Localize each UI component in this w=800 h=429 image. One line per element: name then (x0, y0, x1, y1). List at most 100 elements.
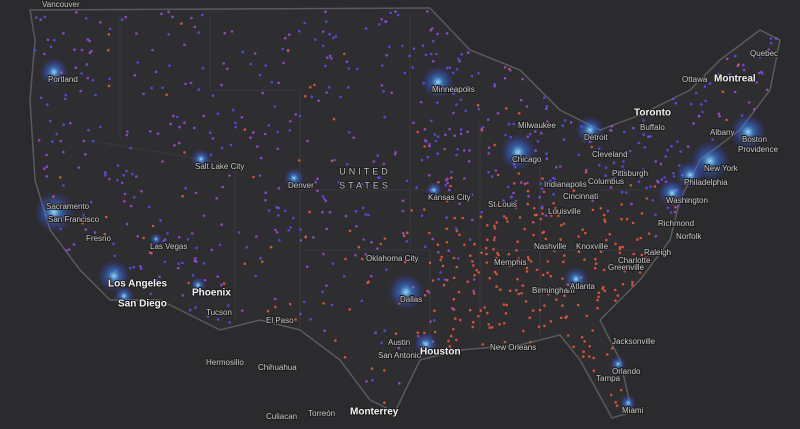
dot (535, 268, 539, 272)
city-label: San Diego (118, 299, 167, 310)
dot (612, 176, 615, 180)
dot (129, 146, 132, 150)
city-label: Ottawa (682, 75, 708, 84)
dot (43, 167, 46, 170)
dot (493, 224, 496, 228)
dot (477, 72, 480, 75)
dot (544, 214, 548, 217)
dot (498, 322, 501, 326)
dot (67, 248, 71, 251)
dot (503, 76, 507, 80)
dot (448, 128, 451, 131)
dot (460, 53, 464, 56)
dot (45, 153, 48, 157)
dot (437, 251, 440, 254)
dot (81, 221, 84, 225)
city-glow (150, 233, 162, 245)
dot (447, 249, 451, 252)
dot (525, 270, 529, 273)
dot (468, 238, 472, 241)
dot (594, 257, 597, 261)
dot (122, 174, 125, 177)
dot (441, 264, 445, 268)
dot (416, 331, 420, 335)
dot (124, 15, 127, 19)
dot (163, 260, 167, 264)
dot (297, 29, 301, 33)
dot (33, 49, 37, 52)
dot (606, 209, 610, 213)
dot (645, 186, 648, 190)
dot (324, 64, 327, 68)
dot (459, 98, 463, 102)
dot (515, 249, 518, 252)
dot (559, 224, 563, 227)
dot (365, 380, 368, 383)
dot (733, 90, 737, 94)
dot (332, 117, 336, 121)
dot (654, 213, 657, 217)
dot (577, 250, 581, 253)
dot (237, 231, 241, 234)
dot (540, 187, 544, 191)
dot (86, 38, 90, 41)
dot (529, 132, 532, 136)
dot (209, 153, 213, 156)
dot (440, 255, 444, 259)
dot (610, 125, 614, 128)
dot (541, 177, 544, 180)
dot (388, 45, 391, 49)
dot (449, 347, 453, 351)
dot (266, 309, 270, 313)
dot (582, 355, 585, 358)
dot (507, 185, 510, 189)
city-glow (284, 168, 304, 188)
dot (133, 73, 137, 77)
dot (215, 196, 218, 200)
dot (455, 229, 459, 233)
dot (181, 294, 185, 297)
dot (444, 133, 447, 137)
dot (508, 289, 512, 293)
dot (610, 129, 613, 132)
dot (640, 212, 644, 215)
dot (49, 45, 53, 48)
dot (241, 50, 244, 54)
dot (103, 173, 107, 177)
dot (223, 31, 226, 35)
dot (433, 330, 437, 334)
dot (561, 124, 564, 127)
dot (183, 121, 186, 124)
dot (559, 238, 562, 241)
dot (632, 252, 636, 256)
dot (542, 230, 546, 234)
dot (171, 15, 174, 19)
dot (593, 266, 597, 270)
dot (427, 291, 431, 294)
dot (234, 121, 237, 125)
dot (512, 191, 515, 195)
dot (261, 91, 265, 95)
dot (343, 52, 346, 56)
city-label: New York (704, 164, 739, 173)
dot (572, 189, 576, 192)
dot (355, 67, 359, 71)
dot (497, 253, 500, 257)
dot (276, 147, 280, 151)
dot (458, 60, 461, 63)
dot (629, 184, 632, 187)
dot (755, 81, 758, 84)
dot (562, 138, 566, 141)
dot (604, 174, 607, 177)
dot (180, 22, 183, 25)
dot (288, 129, 292, 132)
city-label: Pittsburgh (612, 169, 648, 178)
dot (737, 63, 740, 66)
dot (502, 215, 506, 218)
dot (72, 243, 76, 246)
dot (479, 309, 483, 312)
dot (609, 186, 613, 189)
dot (622, 160, 625, 163)
dot (523, 182, 527, 186)
dot (208, 131, 212, 134)
